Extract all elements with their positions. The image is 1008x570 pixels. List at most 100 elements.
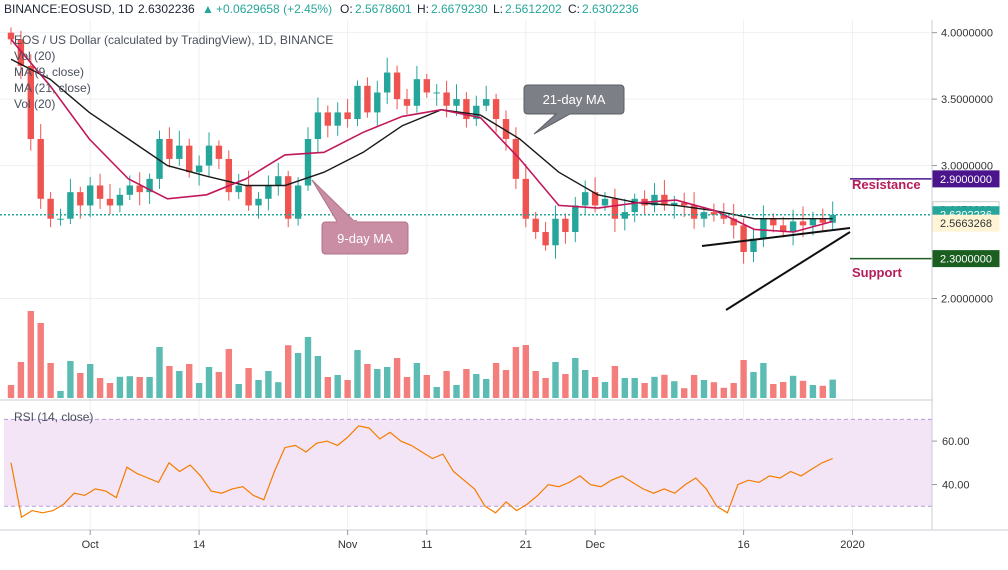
candle-body	[235, 185, 242, 193]
volume-bar	[47, 363, 54, 398]
candle-body	[245, 185, 252, 206]
ma9-line	[10, 38, 833, 233]
candle-body	[106, 198, 114, 206]
ma21-line	[10, 58, 833, 220]
time-tick-label: Nov	[338, 539, 358, 551]
volume-bar	[809, 385, 817, 398]
volume-bar	[304, 337, 312, 398]
volume-bar	[87, 364, 94, 398]
candle-body	[27, 65, 34, 139]
candle-body	[47, 198, 54, 219]
price-badge-label: 2.3000000	[940, 254, 992, 266]
header-low: 2.5612202	[505, 2, 562, 16]
candle-body	[413, 79, 421, 106]
price-badge	[932, 170, 1000, 188]
volume-bar	[740, 360, 747, 398]
volume-bar	[186, 364, 193, 398]
candle-body	[403, 99, 411, 106]
header-symbol: BINANCE:EOSUSD, 1D	[4, 2, 134, 16]
price-badge	[932, 214, 1000, 232]
price-axis: 4.0000000 3.5000000 3.0000000 2.0000000	[932, 28, 993, 305]
volume-bar	[631, 378, 638, 398]
candle-body	[195, 165, 203, 173]
rsi-line	[10, 425, 833, 519]
volume-bar	[789, 375, 797, 398]
legend-study-2: MA (21, close)	[14, 81, 91, 95]
candle-body	[57, 218, 64, 220]
candle-body	[819, 218, 826, 223]
candle-body	[453, 99, 460, 106]
volume-bar	[393, 358, 401, 398]
volume-bar	[17, 362, 25, 398]
volume-bar	[780, 382, 787, 398]
price-tick-label: 2.0000000	[941, 293, 993, 305]
volume-bar	[522, 345, 529, 398]
candle-body	[314, 112, 322, 139]
price-tick-label: 4.0000000	[941, 28, 993, 40]
volume-bar	[285, 345, 292, 398]
volume-bar	[819, 385, 826, 398]
volume-bar	[245, 368, 252, 398]
price-tick-label: 3.0000000	[941, 161, 993, 173]
volume-bar	[364, 364, 371, 398]
candles	[7, 27, 836, 264]
header-l-label: L:	[493, 2, 503, 16]
candle-body	[512, 138, 520, 179]
candle-body	[77, 192, 84, 206]
candle-body	[186, 145, 193, 173]
volume-bar	[562, 374, 569, 398]
candle-body	[552, 218, 559, 246]
price-badge	[932, 250, 1000, 268]
volume-bar	[176, 371, 183, 398]
candle-body	[334, 112, 341, 126]
volume-bar	[532, 371, 539, 398]
candle-body	[156, 138, 163, 179]
triangle-lower-line	[725, 231, 851, 311]
volume-bar	[750, 372, 757, 398]
volume-bar	[671, 381, 678, 398]
header-c-label: C:	[568, 2, 580, 16]
rsi-title: RSI (14, close)	[14, 410, 93, 424]
volume-bar	[275, 382, 282, 398]
volume-bar	[512, 347, 520, 398]
candle-body	[710, 212, 718, 215]
volume-bar	[492, 363, 500, 398]
candle-body	[285, 176, 292, 219]
volume-bar	[57, 391, 64, 398]
volume-bar	[552, 362, 559, 398]
candle-body	[532, 218, 539, 233]
time-tick-label: Oct	[82, 539, 99, 551]
volume-bar	[542, 378, 549, 398]
volume-bar	[651, 376, 658, 398]
legend-study-3: Vol (20)	[14, 97, 55, 111]
ma9-callout: 9-day MA	[311, 179, 409, 255]
price-badge-label: 2.9000000	[940, 174, 992, 186]
volume-bar	[690, 375, 698, 398]
candle-body	[522, 178, 529, 219]
candle-body	[690, 205, 698, 219]
volume-bar	[483, 379, 490, 398]
resistance-label: Resistance	[852, 177, 921, 192]
volume-bar	[453, 385, 460, 398]
candle-body	[364, 85, 371, 113]
volume-bar	[760, 363, 767, 398]
legend-study-0: Vol (20)	[14, 49, 55, 63]
candle-body	[146, 178, 153, 193]
volume-bar	[166, 366, 173, 398]
candle-body	[611, 198, 619, 219]
candle-body	[225, 158, 232, 193]
volume-bar	[423, 375, 430, 398]
candle-body	[572, 205, 579, 233]
volume-bar	[799, 380, 807, 398]
volume-bar	[215, 372, 223, 398]
candle-body	[463, 99, 470, 120]
volume-bar	[433, 387, 440, 398]
volume-bar	[67, 361, 74, 398]
candle-body	[562, 218, 569, 233]
ma9-callout-label: 9-day MA	[337, 231, 393, 246]
volume-bar	[344, 380, 351, 398]
candle-body	[393, 72, 401, 100]
header-change: +0.0629658 (+2.45%)	[216, 2, 332, 16]
candle-body	[265, 185, 272, 199]
header-h-label: H:	[417, 2, 429, 16]
